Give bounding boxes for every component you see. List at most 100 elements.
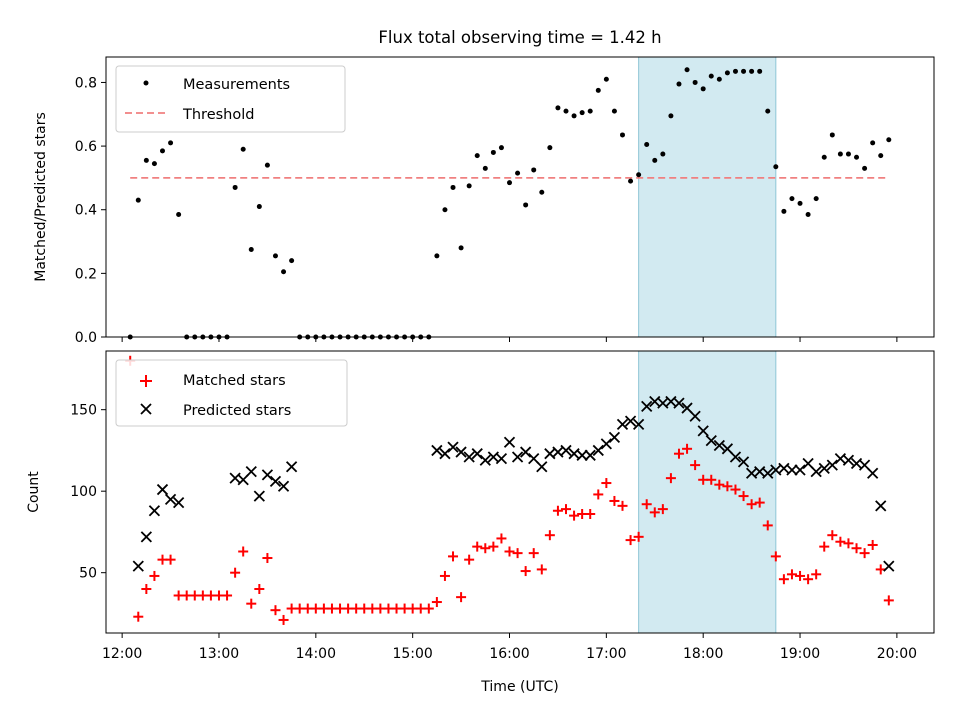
measurement-point xyxy=(272,253,278,259)
matched-star-point xyxy=(552,505,563,516)
measurement-point xyxy=(870,140,876,146)
predicted-star-point xyxy=(875,500,887,512)
measurement-point xyxy=(498,145,504,151)
measurement-point xyxy=(644,142,650,147)
measurement-point xyxy=(442,207,448,213)
measurement-point xyxy=(450,184,456,190)
measurement-point xyxy=(507,180,513,186)
top-panel: 0.00.20.40.60.8 Matched/Predicted stars … xyxy=(33,56,935,346)
matched-star-point xyxy=(682,443,693,454)
predicted-star-point xyxy=(632,418,645,430)
top-highlight-span xyxy=(638,56,777,338)
matched-star-point xyxy=(867,539,878,550)
predicted-star-point xyxy=(576,449,588,461)
measurement-point xyxy=(176,212,182,217)
bottom-xtick-label: 20:00 xyxy=(877,646,917,662)
bottom-ylabel: Count xyxy=(26,471,42,513)
matched-star-point xyxy=(528,548,539,559)
matched-star-point xyxy=(633,531,644,542)
measurement-point xyxy=(813,196,819,202)
legend-matched-marker xyxy=(140,375,152,387)
matched-star-point xyxy=(593,489,604,500)
matched-star-point xyxy=(803,574,814,585)
predicted-star-point xyxy=(172,496,185,509)
predicted-star-point xyxy=(713,439,725,452)
bottom-xtick-label: 15:00 xyxy=(392,646,432,662)
matched-star-point xyxy=(714,479,725,490)
matched-star-point xyxy=(423,603,434,614)
measurement-point xyxy=(716,76,722,82)
matched-star-point xyxy=(835,536,846,547)
measurement-point xyxy=(845,151,851,157)
matched-star-point xyxy=(512,548,523,559)
measurement-point xyxy=(732,68,738,74)
legend-threshold-label: Threshold xyxy=(182,107,254,123)
predicted-star-point xyxy=(729,451,742,463)
measurement-point xyxy=(547,145,553,151)
measurement-point xyxy=(862,165,868,171)
predicted-star-point xyxy=(431,444,443,457)
predicted-star-point xyxy=(616,418,629,430)
bottom-xtick-label: 19:00 xyxy=(780,646,820,662)
predicted-star-point xyxy=(471,448,483,460)
measurement-point xyxy=(886,137,892,143)
predicted-star-point xyxy=(883,560,895,572)
matched-star-point xyxy=(165,554,176,565)
matched-star-point xyxy=(827,530,838,541)
bottom-xtick-label: 12:00 xyxy=(102,646,142,662)
matched-star-point xyxy=(609,495,620,506)
measurement-point xyxy=(668,113,674,119)
measurement-point xyxy=(539,189,545,195)
legend-measurements-marker xyxy=(143,80,149,86)
measurement-point xyxy=(619,132,625,138)
measurement-point xyxy=(571,113,577,119)
predicted-star-point xyxy=(608,431,621,444)
measurement-point xyxy=(611,108,617,114)
matched-star-point xyxy=(617,500,628,511)
matched-star-point xyxy=(722,481,733,492)
predicted-star-point xyxy=(447,441,459,453)
measurement-point xyxy=(676,81,682,87)
matched-star-point xyxy=(585,509,596,520)
matched-star-point xyxy=(238,546,249,557)
predicted-star-point xyxy=(818,462,830,475)
measurement-point xyxy=(143,157,149,163)
predicted-star-point xyxy=(600,438,612,450)
predicted-star-point xyxy=(584,449,596,461)
measurement-point xyxy=(256,204,262,210)
matched-star-point xyxy=(819,541,830,552)
matched-star-point xyxy=(431,597,442,608)
legend-measurements-label: Measurements xyxy=(183,77,290,93)
matched-star-point xyxy=(496,533,507,544)
matched-star-point xyxy=(843,538,854,549)
measurement-point xyxy=(248,247,254,252)
predicted-star-point xyxy=(439,448,451,460)
top-ytick-label: 0.8 xyxy=(75,75,97,91)
predicted-star-point xyxy=(245,465,257,478)
measurement-point xyxy=(240,146,246,152)
matched-star-point xyxy=(230,567,241,578)
measurement-point xyxy=(490,149,496,155)
predicted-star-point xyxy=(495,452,508,465)
measurement-point xyxy=(805,212,811,217)
measurement-point xyxy=(458,245,464,251)
matched-star-point xyxy=(133,611,144,622)
measurement-point xyxy=(708,73,714,79)
predicted-star-point xyxy=(762,467,774,479)
bottom-ytick-label: 150 xyxy=(70,403,97,419)
predicted-star-point xyxy=(253,490,265,502)
matched-star-point xyxy=(480,543,491,554)
bottom-axes-frame xyxy=(105,350,935,634)
legend-matched-label: Matched stars xyxy=(183,373,286,389)
measurement-point xyxy=(878,153,884,159)
predicted-star-point xyxy=(463,451,475,463)
predicted-star-point xyxy=(786,464,798,476)
matched-star-point xyxy=(665,473,676,484)
matched-star-point xyxy=(561,504,571,515)
measurement-point xyxy=(692,79,698,85)
matched-star-point xyxy=(641,499,652,510)
matched-star-point xyxy=(141,583,152,594)
predicted-star-point xyxy=(503,436,516,448)
bottom-xtick-label: 18:00 xyxy=(683,646,723,662)
predicted-star-point xyxy=(624,415,637,427)
